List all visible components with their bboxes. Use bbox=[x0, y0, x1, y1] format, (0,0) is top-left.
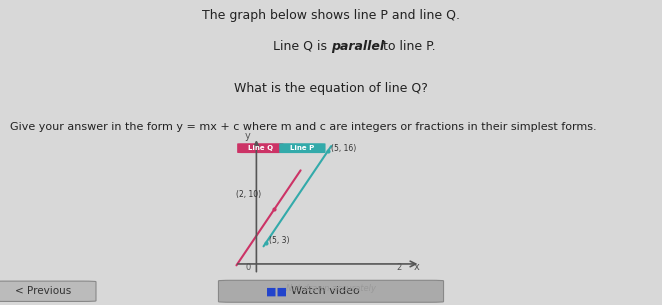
FancyBboxPatch shape bbox=[0, 281, 96, 301]
Text: Not drawn accurately: Not drawn accurately bbox=[286, 284, 376, 293]
Text: Line Q: Line Q bbox=[248, 145, 273, 151]
FancyBboxPatch shape bbox=[218, 280, 444, 302]
Text: What is the equation of line Q?: What is the equation of line Q? bbox=[234, 82, 428, 95]
Text: Line P: Line P bbox=[290, 145, 314, 151]
Text: The graph below shows line P and line Q.: The graph below shows line P and line Q. bbox=[202, 9, 460, 22]
Text: Watch video: Watch video bbox=[291, 286, 360, 296]
Text: x: x bbox=[414, 262, 420, 271]
Text: 0: 0 bbox=[245, 263, 250, 271]
Text: 2: 2 bbox=[397, 263, 402, 271]
Text: to line P.: to line P. bbox=[379, 40, 436, 53]
Text: parallel: parallel bbox=[331, 40, 384, 53]
Text: < Previous: < Previous bbox=[15, 286, 71, 296]
Text: Give your answer in the form y = mx + c where m and c are integers or fractions : Give your answer in the form y = mx + c … bbox=[10, 122, 596, 132]
Text: (5, 16): (5, 16) bbox=[330, 144, 355, 153]
Text: (5, 3): (5, 3) bbox=[269, 236, 289, 245]
Text: (2, 10): (2, 10) bbox=[236, 190, 261, 199]
Text: y: y bbox=[245, 131, 251, 141]
Text: Line Q is: Line Q is bbox=[273, 40, 331, 53]
Text: ■■: ■■ bbox=[266, 286, 291, 296]
FancyBboxPatch shape bbox=[237, 143, 283, 153]
FancyBboxPatch shape bbox=[279, 143, 326, 153]
